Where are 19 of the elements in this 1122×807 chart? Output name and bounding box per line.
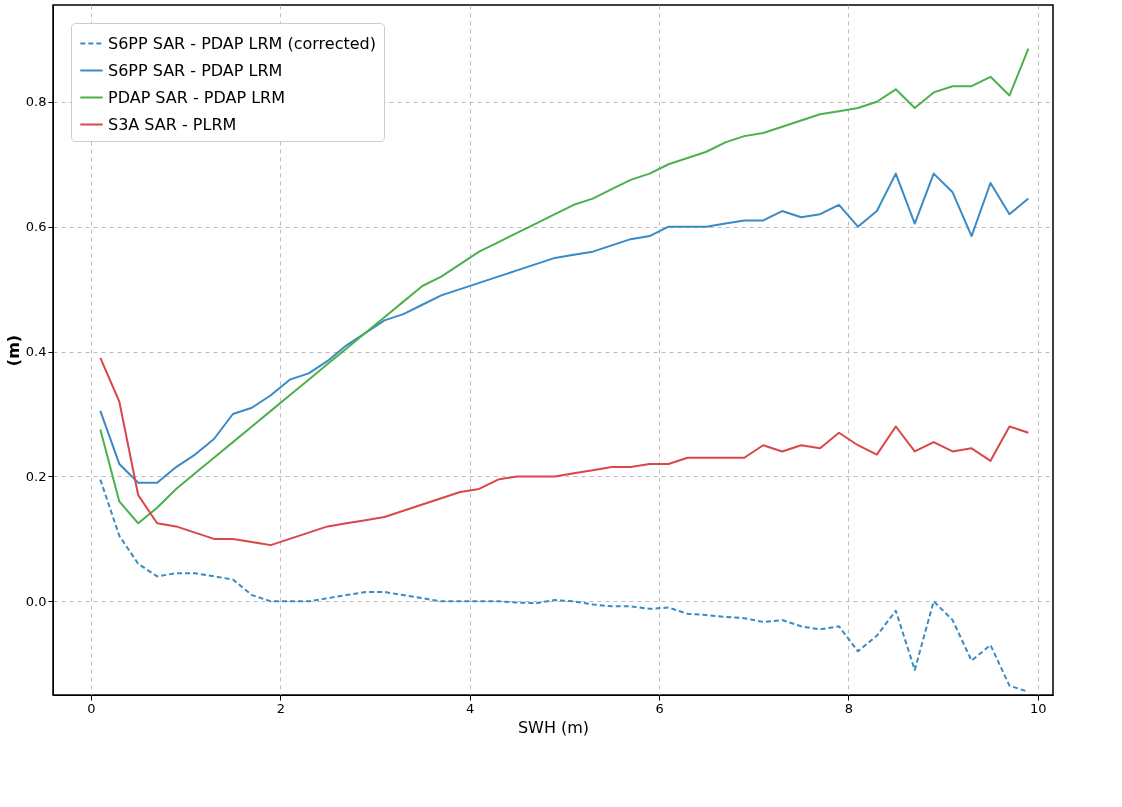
x-tick-label: 10 — [1030, 700, 1047, 716]
y-tick-label: 0.0 — [25, 593, 47, 609]
x-tick-label: 8 — [844, 700, 854, 716]
x-axis-title: SWH (m) — [517, 717, 590, 737]
y-tick-label: 0.8 — [25, 94, 47, 110]
y-tick-label: 0.6 — [25, 219, 47, 235]
line-series — [99, 172, 1030, 484]
y-tick-label: 0.4 — [25, 344, 47, 360]
legend-label: S6PP SAR - PDAP LRM — [108, 60, 283, 80]
line-series — [99, 356, 1030, 547]
x-tick-label: 2 — [276, 700, 285, 716]
legend-label: S3A SAR - PLRM — [108, 114, 237, 134]
y-axis-title: (m) — [3, 334, 23, 367]
y-tick-label: 0.2 — [25, 468, 47, 484]
legend-label: PDAP SAR - PDAP LRM — [108, 87, 286, 107]
x-tick-label: 6 — [655, 700, 664, 716]
legend-label: S6PP SAR - PDAP LRM (corrected) — [108, 33, 376, 53]
x-tick-label: 4 — [466, 700, 475, 716]
x-tick-label: 0 — [87, 700, 96, 716]
